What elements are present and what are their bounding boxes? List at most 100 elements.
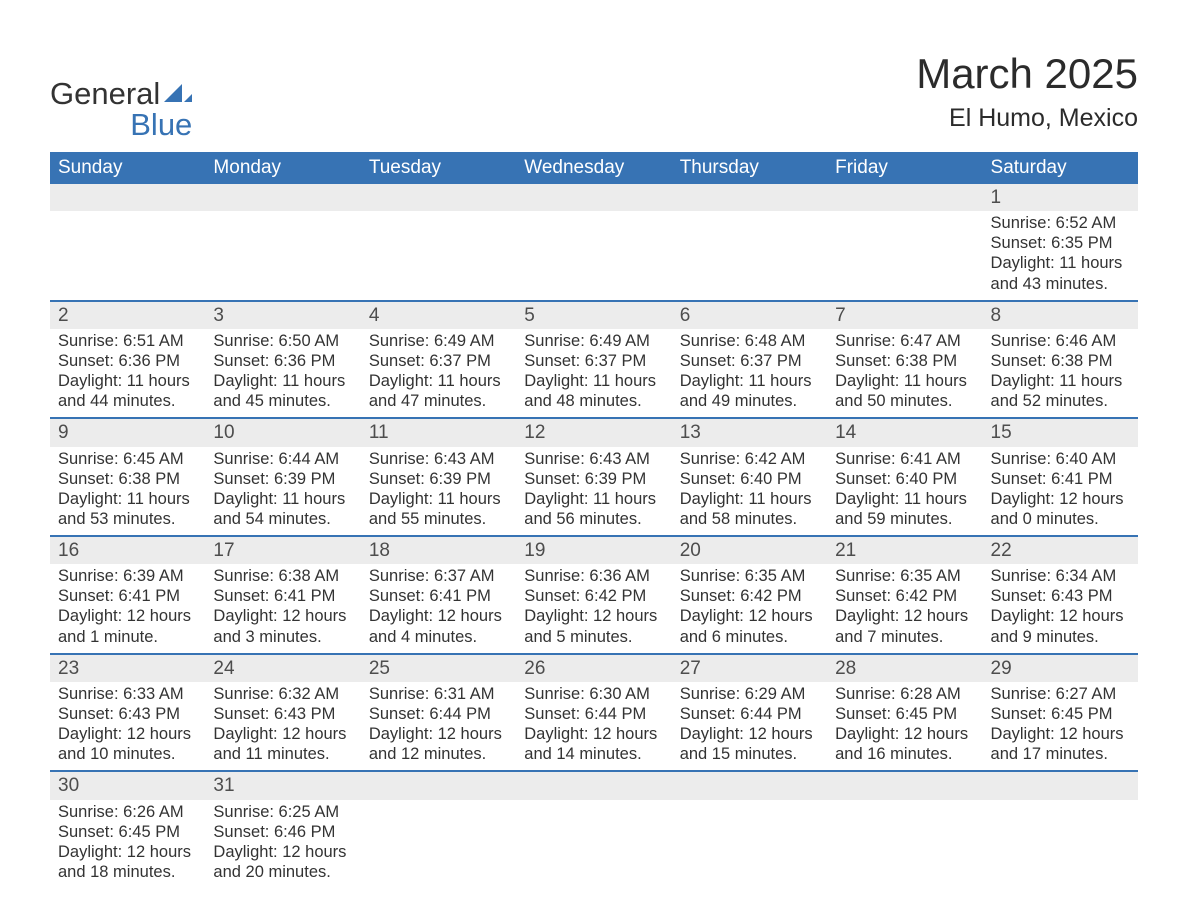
calendar-cell: 21Sunrise: 6:35 AMSunset: 6:42 PMDayligh… bbox=[827, 536, 982, 654]
sunrise-text: Sunrise: 6:52 AM bbox=[991, 213, 1130, 233]
day-body: Sunrise: 6:44 AMSunset: 6:39 PMDaylight:… bbox=[205, 447, 360, 536]
day-body: Sunrise: 6:39 AMSunset: 6:41 PMDaylight:… bbox=[50, 564, 205, 653]
day-number bbox=[361, 772, 516, 799]
sunrise-text: Sunrise: 6:40 AM bbox=[991, 449, 1130, 469]
day-body: Sunrise: 6:46 AMSunset: 6:38 PMDaylight:… bbox=[983, 329, 1138, 418]
sunset-text: Sunset: 6:39 PM bbox=[524, 469, 663, 489]
day-body bbox=[983, 800, 1138, 880]
day-body bbox=[516, 211, 671, 291]
sunset-text: Sunset: 6:42 PM bbox=[835, 586, 974, 606]
daylight-text: Daylight: 11 hours and 52 minutes. bbox=[991, 371, 1130, 411]
sunrise-text: Sunrise: 6:35 AM bbox=[680, 566, 819, 586]
calendar-cell: 15Sunrise: 6:40 AMSunset: 6:41 PMDayligh… bbox=[983, 418, 1138, 536]
day-number: 6 bbox=[672, 302, 827, 329]
sunrise-text: Sunrise: 6:30 AM bbox=[524, 684, 663, 704]
calendar-cell: 16Sunrise: 6:39 AMSunset: 6:41 PMDayligh… bbox=[50, 536, 205, 654]
sunrise-text: Sunrise: 6:26 AM bbox=[58, 802, 197, 822]
daylight-text: Daylight: 11 hours and 45 minutes. bbox=[213, 371, 352, 411]
day-body: Sunrise: 6:33 AMSunset: 6:43 PMDaylight:… bbox=[50, 682, 205, 771]
day-body: Sunrise: 6:29 AMSunset: 6:44 PMDaylight:… bbox=[672, 682, 827, 771]
calendar-cell-empty bbox=[50, 184, 205, 301]
calendar-week: 23Sunrise: 6:33 AMSunset: 6:43 PMDayligh… bbox=[50, 654, 1138, 772]
day-body: Sunrise: 6:51 AMSunset: 6:36 PMDaylight:… bbox=[50, 329, 205, 418]
sunset-text: Sunset: 6:39 PM bbox=[369, 469, 508, 489]
sunset-text: Sunset: 6:45 PM bbox=[991, 704, 1130, 724]
calendar-cell: 29Sunrise: 6:27 AMSunset: 6:45 PMDayligh… bbox=[983, 654, 1138, 772]
day-number: 15 bbox=[983, 419, 1138, 446]
day-number: 19 bbox=[516, 537, 671, 564]
sunrise-text: Sunrise: 6:50 AM bbox=[213, 331, 352, 351]
sunset-text: Sunset: 6:43 PM bbox=[213, 704, 352, 724]
sunset-text: Sunset: 6:43 PM bbox=[991, 586, 1130, 606]
sunset-text: Sunset: 6:37 PM bbox=[524, 351, 663, 371]
day-body bbox=[50, 211, 205, 291]
sunrise-text: Sunrise: 6:33 AM bbox=[58, 684, 197, 704]
calendar-cell: 11Sunrise: 6:43 AMSunset: 6:39 PMDayligh… bbox=[361, 418, 516, 536]
day-body: Sunrise: 6:52 AMSunset: 6:35 PMDaylight:… bbox=[983, 211, 1138, 300]
day-body: Sunrise: 6:43 AMSunset: 6:39 PMDaylight:… bbox=[516, 447, 671, 536]
calendar-cell: 22Sunrise: 6:34 AMSunset: 6:43 PMDayligh… bbox=[983, 536, 1138, 654]
sunrise-text: Sunrise: 6:43 AM bbox=[369, 449, 508, 469]
day-number bbox=[516, 184, 671, 211]
day-number: 5 bbox=[516, 302, 671, 329]
sunset-text: Sunset: 6:45 PM bbox=[835, 704, 974, 724]
sunset-text: Sunset: 6:38 PM bbox=[58, 469, 197, 489]
day-header: Monday bbox=[205, 152, 360, 184]
day-body bbox=[205, 211, 360, 291]
title-block: March 2025 El Humo, Mexico bbox=[916, 50, 1138, 133]
day-body bbox=[361, 800, 516, 880]
daylight-text: Daylight: 12 hours and 6 minutes. bbox=[680, 606, 819, 646]
sunset-text: Sunset: 6:36 PM bbox=[213, 351, 352, 371]
day-number: 23 bbox=[50, 655, 205, 682]
day-number: 30 bbox=[50, 772, 205, 799]
sunrise-text: Sunrise: 6:29 AM bbox=[680, 684, 819, 704]
day-number: 27 bbox=[672, 655, 827, 682]
day-number bbox=[983, 772, 1138, 799]
day-number: 2 bbox=[50, 302, 205, 329]
calendar-cell: 14Sunrise: 6:41 AMSunset: 6:40 PMDayligh… bbox=[827, 418, 982, 536]
day-number: 7 bbox=[827, 302, 982, 329]
location-subtitle: El Humo, Mexico bbox=[916, 104, 1138, 133]
sunrise-text: Sunrise: 6:45 AM bbox=[58, 449, 197, 469]
daylight-text: Daylight: 11 hours and 49 minutes. bbox=[680, 371, 819, 411]
calendar-cell-empty bbox=[361, 184, 516, 301]
daylight-text: Daylight: 12 hours and 16 minutes. bbox=[835, 724, 974, 764]
day-number: 29 bbox=[983, 655, 1138, 682]
sunrise-text: Sunrise: 6:51 AM bbox=[58, 331, 197, 351]
calendar-cell: 27Sunrise: 6:29 AMSunset: 6:44 PMDayligh… bbox=[672, 654, 827, 772]
calendar-week: 16Sunrise: 6:39 AMSunset: 6:41 PMDayligh… bbox=[50, 536, 1138, 654]
day-body: Sunrise: 6:28 AMSunset: 6:45 PMDaylight:… bbox=[827, 682, 982, 771]
sunrise-text: Sunrise: 6:36 AM bbox=[524, 566, 663, 586]
day-body: Sunrise: 6:27 AMSunset: 6:45 PMDaylight:… bbox=[983, 682, 1138, 771]
day-body: Sunrise: 6:25 AMSunset: 6:46 PMDaylight:… bbox=[205, 800, 360, 889]
sunrise-text: Sunrise: 6:25 AM bbox=[213, 802, 352, 822]
calendar-week: 1Sunrise: 6:52 AMSunset: 6:35 PMDaylight… bbox=[50, 184, 1138, 301]
sunset-text: Sunset: 6:40 PM bbox=[680, 469, 819, 489]
day-number: 1 bbox=[983, 184, 1138, 211]
sunrise-text: Sunrise: 6:34 AM bbox=[991, 566, 1130, 586]
calendar-cell: 2Sunrise: 6:51 AMSunset: 6:36 PMDaylight… bbox=[50, 301, 205, 419]
day-number: 13 bbox=[672, 419, 827, 446]
logo-text-general: General bbox=[50, 78, 160, 109]
calendar-cell: 20Sunrise: 6:35 AMSunset: 6:42 PMDayligh… bbox=[672, 536, 827, 654]
calendar-cell: 12Sunrise: 6:43 AMSunset: 6:39 PMDayligh… bbox=[516, 418, 671, 536]
day-body: Sunrise: 6:30 AMSunset: 6:44 PMDaylight:… bbox=[516, 682, 671, 771]
daylight-text: Daylight: 12 hours and 1 minute. bbox=[58, 606, 197, 646]
calendar-cell: 1Sunrise: 6:52 AMSunset: 6:35 PMDaylight… bbox=[983, 184, 1138, 301]
day-number: 4 bbox=[361, 302, 516, 329]
calendar-cell-empty bbox=[827, 184, 982, 301]
day-number: 18 bbox=[361, 537, 516, 564]
sunrise-text: Sunrise: 6:42 AM bbox=[680, 449, 819, 469]
daylight-text: Daylight: 12 hours and 18 minutes. bbox=[58, 842, 197, 882]
sunrise-text: Sunrise: 6:49 AM bbox=[524, 331, 663, 351]
day-body: Sunrise: 6:41 AMSunset: 6:40 PMDaylight:… bbox=[827, 447, 982, 536]
calendar-week: 2Sunrise: 6:51 AMSunset: 6:36 PMDaylight… bbox=[50, 301, 1138, 419]
calendar-cell: 7Sunrise: 6:47 AMSunset: 6:38 PMDaylight… bbox=[827, 301, 982, 419]
daylight-text: Daylight: 12 hours and 4 minutes. bbox=[369, 606, 508, 646]
daylight-text: Daylight: 11 hours and 48 minutes. bbox=[524, 371, 663, 411]
day-number bbox=[361, 184, 516, 211]
sunset-text: Sunset: 6:35 PM bbox=[991, 233, 1130, 253]
day-header: Tuesday bbox=[361, 152, 516, 184]
sunset-text: Sunset: 6:42 PM bbox=[524, 586, 663, 606]
daylight-text: Daylight: 12 hours and 11 minutes. bbox=[213, 724, 352, 764]
